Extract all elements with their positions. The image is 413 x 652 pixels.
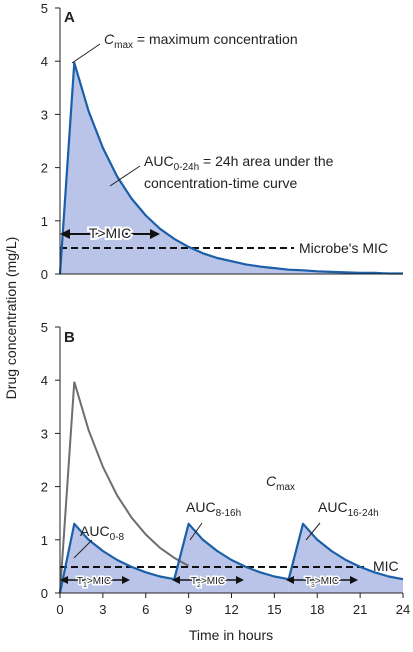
panel-b-t2-label: T2>MIC (191, 576, 225, 589)
panel-a-y-tick-label: 5 (41, 1, 48, 16)
panel-a: 0 1 2 3 4 5 A Cmax = maximum concentration AU… (41, 1, 403, 282)
panel-a-cmax-annotation: Cmax = maximum concentration (104, 31, 298, 51)
y-axis-title: Drug concentration (mg/L) (3, 237, 19, 400)
panel-b-mic-label: MIC (373, 558, 399, 574)
panel-b-x-tick-label: 3 (99, 602, 106, 617)
panel-a-label: A (64, 9, 75, 26)
panel-b-single-dose-reference-line (59, 381, 190, 594)
panel-b-label: B (64, 329, 75, 346)
panel-a-t-mic-arrowhead-right (150, 229, 160, 239)
panel-b-auc3-pointer (305, 522, 321, 541)
panel-b-x-tick-label: 0 (56, 602, 63, 617)
panel-b-x-tick-label: 15 (267, 602, 281, 617)
x-axis-title: Time in hours (189, 627, 273, 643)
panel-b-x-tick-label: 6 (142, 602, 149, 617)
panel-b-y-tick-label: 4 (41, 373, 48, 388)
panel-b-y-tick-label: 0 (41, 586, 48, 601)
panel-a-t-mic-label: T>MIC (89, 225, 131, 241)
panel-a-y-tick-label: 2 (41, 161, 48, 176)
panel-a-auc-pointer (109, 165, 141, 187)
panel-b-y-tick-label: 1 (41, 533, 48, 548)
panel-a-concentration-line (58, 61, 403, 275)
panel-b-x-tick-label: 24 (396, 602, 410, 617)
panel-b-y-tick-label: 5 (41, 320, 48, 335)
panel-b-t2-arrowhead-left (172, 576, 180, 584)
panel-b-x-tick-label: 12 (224, 602, 238, 617)
panel-b-y-tick-label: 3 (41, 426, 48, 441)
panel-b-t1-arrowhead-left (60, 576, 68, 584)
panel-a-mic-label: Microbe's MIC (299, 240, 388, 256)
panel-b-concentration-line (58, 522, 404, 594)
panel-b-y-tick-label: 2 (41, 480, 48, 495)
panel-b-auc2-annotation: AUC8-16h (186, 499, 241, 519)
panel-b-auc2-pointer (189, 522, 203, 541)
panel-b-t1-label: T1>MIC (77, 576, 111, 589)
panel-b-t3-arrowhead-right (350, 576, 358, 584)
panel-b-x-tick-label: 21 (353, 602, 367, 617)
panel-a-auc-area (60, 62, 403, 274)
panel-a-y-tick-label: 0 (41, 267, 48, 282)
panel-a-auc-annotation: AUC0-24h = 24h area under the (144, 153, 334, 173)
panel-a-cmax-pointer (71, 43, 101, 64)
panel-b-cmax-annotation: Cmax (266, 473, 295, 493)
panel-a-y-tick-label: 4 (41, 54, 48, 69)
panel-a-auc-annotation-line2: concentration-time curve (144, 175, 298, 191)
panel-a-t-mic-arrowhead-left (60, 229, 70, 239)
panel-a-y-tick-label: 1 (41, 214, 48, 229)
panel-b-auc1-annotation: AUC0-8 (80, 523, 124, 543)
panel-b-auc1-pointer (73, 539, 93, 559)
panel-b-x-tick-label: 18 (310, 602, 324, 617)
panel-b-auc3-annotation: AUC16-24h (318, 499, 379, 519)
panel-b-t2-arrowhead-right (236, 576, 244, 584)
panel-a-y-tick-label: 3 (41, 107, 48, 122)
panel-b-t3-label: T3>MIC (305, 576, 339, 589)
panel-b-t1-arrowhead-right (122, 576, 130, 584)
panel-b-x-tick-label: 9 (185, 602, 192, 617)
panel-b-t3-arrowhead-left (286, 576, 294, 584)
